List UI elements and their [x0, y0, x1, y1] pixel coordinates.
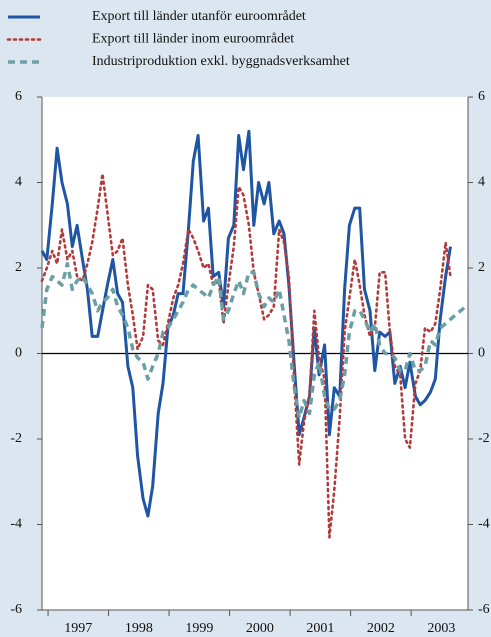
series-line	[40, 261, 467, 420]
y-tick-label: 0	[15, 346, 22, 361]
x-tick-label: 2001	[306, 621, 334, 636]
x-tick-label: 1997	[64, 621, 92, 636]
x-tick-label: 2003	[427, 621, 455, 636]
y-tick-label: 2	[15, 260, 22, 275]
x-tick-label: 1998	[125, 621, 153, 636]
y-tick-label: -6	[10, 602, 22, 617]
y-tick-label: -4	[10, 517, 22, 532]
y2-tick-label: 4	[478, 175, 485, 190]
y2-tick-label: 0	[478, 346, 485, 361]
y-tick-label: 4	[15, 175, 22, 190]
x-tick-label: 1999	[185, 621, 213, 636]
y2-tick-label: -4	[478, 517, 490, 532]
y2-tick-label: -2	[478, 431, 490, 446]
legend-label: Export till länder utanför euroområdet	[92, 9, 306, 24]
y2-tick-label: 2	[478, 260, 485, 275]
y-tick-label: 6	[15, 89, 22, 104]
series-line	[40, 129, 452, 518]
x-tick-label: 2000	[246, 621, 274, 636]
series-line	[40, 172, 452, 539]
y-tick-label: -2	[10, 431, 22, 446]
legend-label: Export till länder inom euroområdet	[92, 32, 294, 47]
y2-tick-label: -6	[478, 602, 490, 617]
x-tick-label: 2002	[367, 621, 395, 636]
y2-tick-label: 6	[478, 89, 485, 104]
legend-label: Industriproduktion exkl. byggnadsverksam…	[92, 54, 350, 69]
